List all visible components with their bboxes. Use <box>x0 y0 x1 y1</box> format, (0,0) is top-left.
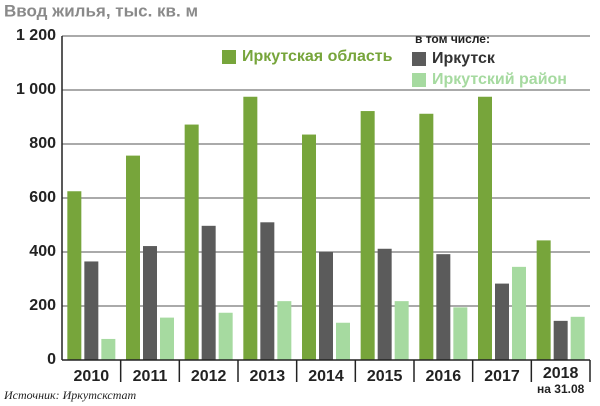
x-tick-label: 2017 <box>484 368 520 385</box>
y-tick-label: 400 <box>29 243 56 260</box>
x-tick-note: на 31.08 <box>537 382 585 396</box>
bar <box>143 246 157 360</box>
chart-title: Ввод жилья, тыс. кв. м <box>4 1 198 20</box>
bar <box>101 338 116 360</box>
x-tick-label: 2014 <box>308 368 344 385</box>
x-tick-label: 2010 <box>74 368 110 385</box>
bar <box>453 307 468 360</box>
bar <box>419 113 434 360</box>
bar <box>553 320 568 360</box>
legend-swatch <box>412 52 426 66</box>
bar <box>478 96 492 360</box>
bar <box>160 317 174 360</box>
bar <box>260 222 275 360</box>
legend-label: Иркутский район <box>432 71 567 88</box>
bar <box>218 312 233 360</box>
x-tick-label: 2016 <box>426 368 462 385</box>
bar <box>67 191 82 360</box>
y-tick-label: 0 <box>47 351 56 368</box>
x-tick-label: 2011 <box>133 368 168 385</box>
bar <box>377 248 392 360</box>
y-tick-label: 200 <box>29 297 56 314</box>
x-tick-label: 2013 <box>250 368 286 385</box>
legend-label: Иркутская область <box>242 48 393 65</box>
bar <box>394 301 409 360</box>
y-tick-label: 1 000 <box>16 81 56 98</box>
bar <box>184 124 199 360</box>
y-tick-label: 600 <box>29 189 56 206</box>
bar <box>570 316 585 360</box>
bar <box>536 240 551 360</box>
bar <box>336 322 350 360</box>
x-tick-label: 2018 <box>543 365 579 382</box>
bar <box>243 96 258 360</box>
legend-swatch <box>412 73 426 87</box>
bar <box>319 252 333 360</box>
source: Источник: Иркутскстат <box>3 388 137 402</box>
bar <box>360 111 375 360</box>
bar <box>84 261 99 360</box>
legend-heading: в том числе: <box>415 32 490 46</box>
bar <box>126 155 140 360</box>
bar <box>201 225 216 360</box>
x-tick-label: 2012 <box>191 368 227 385</box>
bar <box>436 254 451 360</box>
legend-label: Иркутск <box>432 50 496 67</box>
y-tick-label: 1 200 <box>16 27 56 44</box>
bar <box>277 301 292 360</box>
bar <box>302 134 316 360</box>
bar <box>495 283 509 360</box>
x-tick-label: 2015 <box>367 368 403 385</box>
y-tick-label: 800 <box>29 135 56 152</box>
bar <box>512 266 526 360</box>
legend-swatch <box>222 50 236 64</box>
